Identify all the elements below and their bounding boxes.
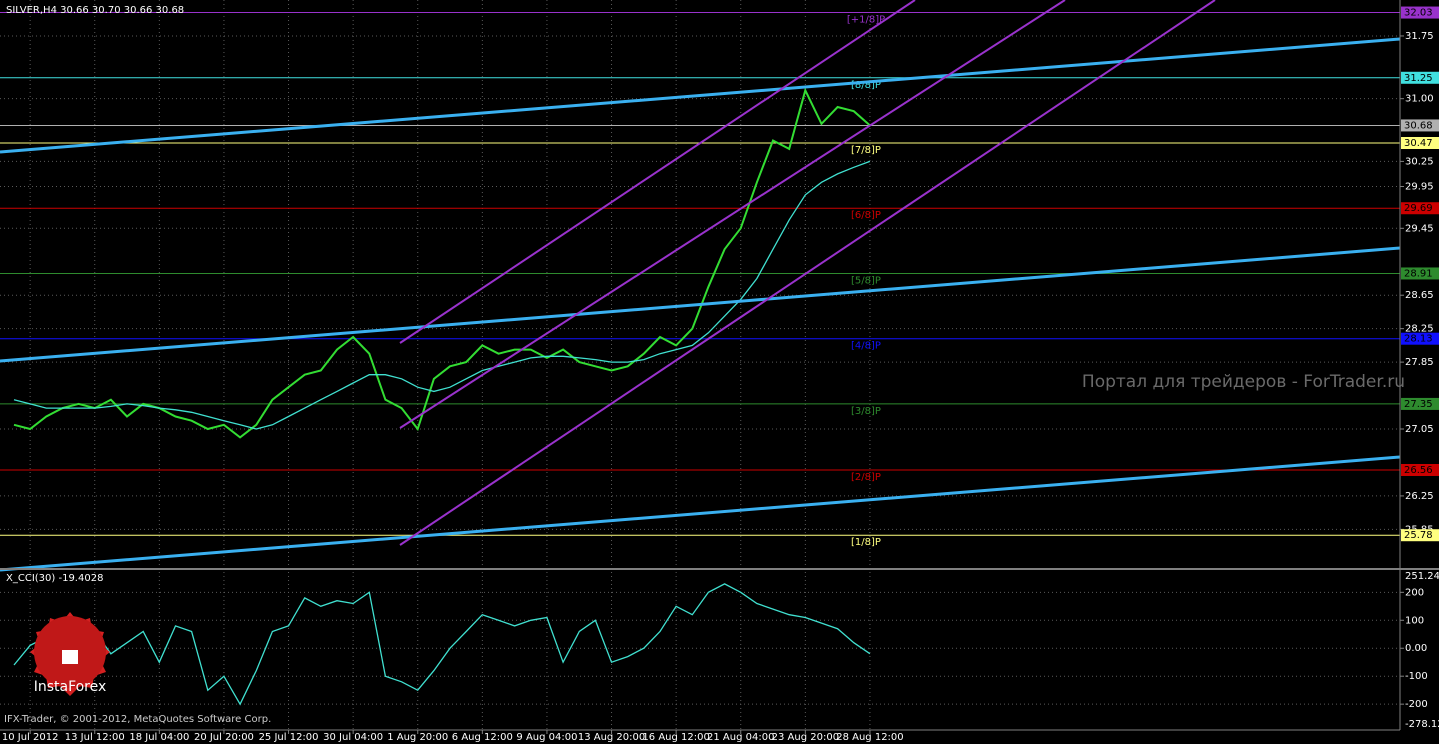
price-box-label: 29.69 (1404, 203, 1433, 214)
x-tick-label: 13 Jul 12:00 (65, 732, 125, 743)
trend-lines (0, 0, 1401, 572)
y-tick-label: 0.00 (1405, 643, 1427, 654)
y-tick-label: 29.45 (1405, 223, 1434, 234)
y-tick-label: 29.95 (1405, 181, 1434, 192)
level-label: [4/8]P (851, 341, 881, 352)
y-tick-label: -100 (1405, 671, 1428, 682)
price-box (1401, 529, 1439, 542)
y-tick-label: 30.25 (1405, 156, 1434, 167)
level-label: [3/8]P (851, 406, 881, 417)
x-tick-label: 18 Jul 04:00 (129, 732, 189, 743)
y-limit-label: -278.129 (1405, 719, 1439, 730)
x-tick-label: 16 Aug 12:00 (642, 732, 709, 743)
price-box (1401, 463, 1439, 476)
x-tick-label: 1 Aug 20:00 (387, 732, 448, 743)
y-tick-label: 100 (1405, 615, 1424, 626)
indicator-title: X_CCI(30) -19.4028 (6, 573, 103, 584)
price-box-label: 30.47 (1404, 138, 1433, 149)
level-label: [5/8]P (851, 275, 881, 286)
logo: InstaForex (30, 612, 110, 696)
x-tick-label: 30 Jul 04:00 (323, 732, 383, 743)
price-box-label: 27.35 (1404, 399, 1433, 410)
price-box-label: 32.03 (1404, 8, 1433, 19)
y-tick-label: 27.05 (1405, 424, 1434, 435)
level-label: [7/8]P (851, 145, 881, 156)
series-line (13, 583, 871, 706)
price-box-label: 31.25 (1404, 73, 1433, 84)
copyright: IFX-Trader, © 2001-2012, MetaQuotes Soft… (4, 714, 271, 725)
level-label: [2/8]P (851, 472, 881, 483)
logo-text: InstaForex (34, 679, 107, 695)
y-tick-label: 26.25 (1405, 491, 1434, 502)
trend-line (0, 246, 1401, 363)
price-box (1401, 71, 1439, 84)
price-box-label: 25.78 (1404, 530, 1433, 541)
channel-line (399, 0, 916, 344)
price-box (1401, 267, 1439, 280)
y-tick-label: 27.85 (1405, 357, 1434, 368)
price-box-label: 30.68 (1404, 120, 1433, 131)
price-box-label: 26.56 (1404, 465, 1433, 476)
y-tick-label: 28.25 (1405, 324, 1434, 335)
level-label: [1/8]P (851, 537, 881, 548)
price-box (1401, 119, 1439, 132)
price-box (1401, 6, 1439, 19)
x-tick-label: 21 Aug 04:00 (707, 732, 774, 743)
x-tick-label: 20 Jul 20:00 (194, 732, 254, 743)
x-tick-label: 28 Aug 12:00 (836, 732, 903, 743)
x-tick-label: 25 Jul 12:00 (259, 732, 319, 743)
y-limit-label: 251.248 (1405, 571, 1439, 582)
level-label: [+1/8]P (847, 15, 885, 26)
y-tick-label: 31.00 (1405, 94, 1434, 105)
price-box (1401, 137, 1439, 150)
trend-line (0, 455, 1401, 572)
y-tick-label: 28.65 (1405, 290, 1434, 301)
y-tick-label: 31.75 (1405, 31, 1434, 42)
y-tick-label: 200 (1405, 587, 1424, 598)
channel-line (399, 0, 1066, 429)
y-tick-label: -200 (1405, 699, 1428, 710)
x-tick-label: 9 Aug 04:00 (516, 732, 577, 743)
price-box (1401, 397, 1439, 410)
x-tick-label: 10 Jul 2012 (2, 732, 59, 743)
price-box-label: 28.91 (1404, 268, 1433, 279)
price-box-label: 28.13 (1404, 334, 1433, 345)
watermark: Портал для трейдеров - ForTrader.ru (1082, 372, 1405, 392)
series-line (13, 160, 871, 430)
trend-line (0, 37, 1401, 154)
channel-line (399, 0, 1216, 546)
logo-icon (62, 650, 78, 664)
x-tick-label: 23 Aug 20:00 (772, 732, 839, 743)
level-label: [6/8]P (851, 210, 881, 221)
price-box (1401, 202, 1439, 215)
level-label: [8/8]P (851, 80, 881, 91)
x-tick-label: 6 Aug 12:00 (452, 732, 513, 743)
chart-title: SILVER,H4 30.66 30.70 30.66 30.68 (6, 5, 184, 16)
x-tick-label: 13 Aug 20:00 (578, 732, 645, 743)
price-box (1401, 332, 1439, 345)
